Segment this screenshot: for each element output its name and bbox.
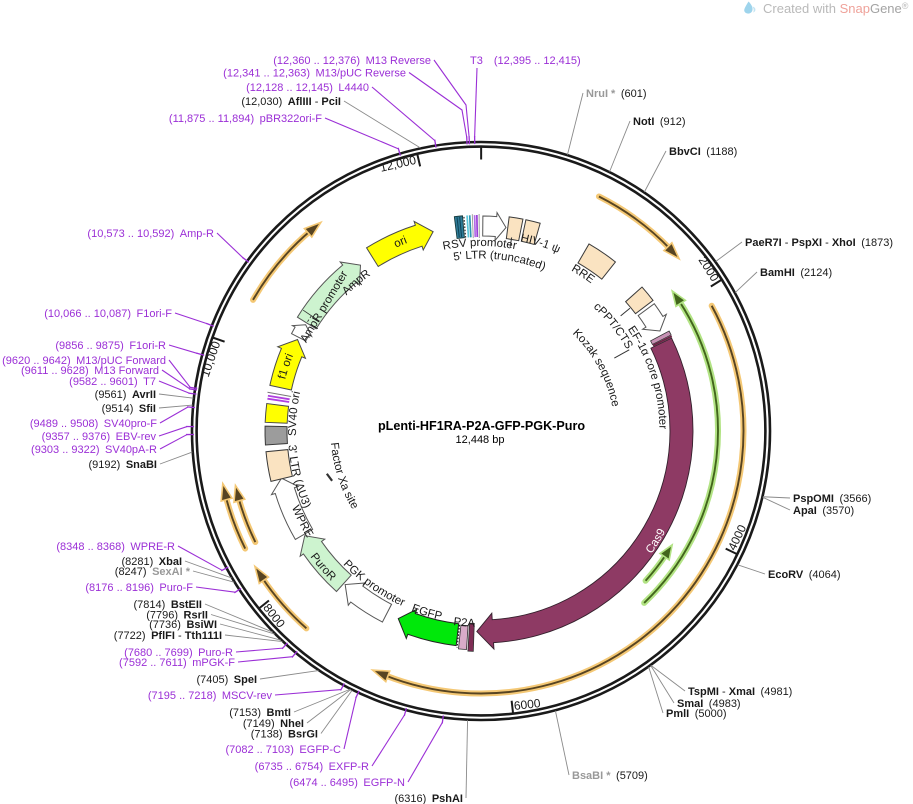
svg-text:(9561) AvrII: (9561) AvrII bbox=[95, 389, 156, 401]
svg-text:(6474 .. 6495) EGFP-N: (6474 .. 6495) EGFP-N bbox=[289, 777, 405, 789]
svg-text:(10,573 .. 10,592) Amp-R: (10,573 .. 10,592) Amp-R bbox=[87, 228, 214, 240]
svg-text:RSV promoter: RSV promoter bbox=[442, 237, 518, 253]
svg-text:(8247) SexAI *: (8247) SexAI * bbox=[115, 566, 191, 578]
svg-text:(9620 .. 9642) M13/pUC Forward: (9620 .. 9642) M13/pUC Forward bbox=[2, 355, 166, 367]
svg-text:(9489 .. 9508) SV40pro-F: (9489 .. 9508) SV40pro-F bbox=[30, 418, 157, 430]
svg-text:ori: ori bbox=[392, 234, 409, 250]
svg-text:SV40 ori: SV40 ori bbox=[287, 390, 303, 436]
svg-text:(8176 .. 8196) Puro-F: (8176 .. 8196) Puro-F bbox=[85, 582, 193, 594]
svg-text:(10,066 .. 10,087) F1ori-F: (10,066 .. 10,087) F1ori-F bbox=[44, 308, 172, 320]
svg-text:6000: 6000 bbox=[513, 696, 541, 713]
svg-text:T3 (12,395 .. 12,415): T3 (12,395 .. 12,415) bbox=[470, 55, 581, 67]
svg-text:(9611 .. 9628) M13 Forward: (9611 .. 9628) M13 Forward bbox=[21, 365, 159, 377]
svg-text:(7153) BmtI: (7153) BmtI bbox=[229, 707, 291, 719]
svg-text:cPPT/CTS: cPPT/CTS bbox=[591, 301, 635, 352]
svg-text:(12,341 .. 12,363) M13/pUC Rev: (12,341 .. 12,363) M13/pUC Reverse bbox=[223, 68, 406, 80]
svg-text:(7195 .. 7218) MSCV-rev: (7195 .. 7218) MSCV-rev bbox=[148, 690, 273, 702]
svg-text:Kozak sequence: Kozak sequence bbox=[570, 327, 621, 408]
svg-text:(11,875 .. 11,894) pBR322ori-F: (11,875 .. 11,894) pBR322ori-F bbox=[169, 113, 322, 125]
svg-text:(8281) XbaI: (8281) XbaI bbox=[121, 556, 182, 568]
svg-text:(9192) SnaBI: (9192) SnaBI bbox=[89, 459, 157, 471]
svg-text:12,448 bp: 12,448 bp bbox=[456, 434, 505, 446]
svg-text:(9357 .. 9376) EBV-rev: (9357 .. 9376) EBV-rev bbox=[42, 431, 157, 443]
svg-text:pLenti-HF1RA-P2A-GFP-PGK-Puro: pLenti-HF1RA-P2A-GFP-PGK-Puro bbox=[378, 419, 585, 433]
svg-text:(9582 .. 9601) T7: (9582 .. 9601) T7 bbox=[69, 376, 156, 388]
svg-text:(7082 .. 7103) EGFP-C: (7082 .. 7103) EGFP-C bbox=[225, 744, 341, 756]
svg-text:(12,128 .. 12,145) L4440: (12,128 .. 12,145) L4440 bbox=[246, 82, 369, 94]
svg-text:(7405) SpeI: (7405) SpeI bbox=[196, 674, 257, 686]
svg-text:(7796) RsrII: (7796) RsrII bbox=[146, 610, 208, 622]
svg-text:(6316) PshAI: (6316) PshAI bbox=[395, 793, 463, 804]
svg-text:(7722) PflFI - Tth111I: (7722) PflFI - Tth111I bbox=[114, 630, 222, 642]
svg-text:PmlI (5000): PmlI (5000) bbox=[666, 708, 727, 720]
svg-text:PspOMI (3566): PspOMI (3566) bbox=[793, 493, 871, 505]
svg-text:HIV-1 ψ: HIV-1 ψ bbox=[520, 232, 562, 256]
svg-text:NruI * (601): NruI * (601) bbox=[586, 88, 647, 100]
svg-text:TspMI - XmaI (4981): TspMI - XmaI (4981) bbox=[688, 686, 792, 698]
svg-text:(7814) BstEII: (7814) BstEII bbox=[134, 599, 202, 611]
svg-text:Factor Xa site: Factor Xa site bbox=[328, 442, 361, 511]
svg-text:5' LTR (truncated): 5' LTR (truncated) bbox=[453, 249, 548, 273]
svg-text:(12,030) AflIII - PciI: (12,030) AflIII - PciI bbox=[241, 96, 341, 108]
svg-text:P2A: P2A bbox=[453, 616, 476, 630]
svg-text:12,000: 12,000 bbox=[379, 153, 418, 175]
svg-text:PaeR7I - PspXI - XhoI (1873): PaeR7I - PspXI - XhoI (1873) bbox=[745, 237, 893, 249]
svg-text:BsaBI * (5709): BsaBI * (5709) bbox=[572, 770, 648, 782]
svg-text:BbvCI (1188): BbvCI (1188) bbox=[669, 146, 737, 158]
svg-text:(7138) BsrGI: (7138) BsrGI bbox=[251, 729, 318, 741]
svg-text:NotI (912): NotI (912) bbox=[633, 116, 686, 128]
svg-text:(9514) SfiI: (9514) SfiI bbox=[102, 403, 156, 415]
svg-text:(8348 .. 8368) WPRE-R: (8348 .. 8368) WPRE-R bbox=[56, 541, 175, 553]
svg-text:(7149) NheI: (7149) NheI bbox=[243, 718, 304, 730]
svg-text:BamHI (2124): BamHI (2124) bbox=[760, 267, 832, 279]
svg-text:(9856 .. 9875) F1ori-R: (9856 .. 9875) F1ori-R bbox=[55, 340, 166, 352]
svg-text:Created with SnapGene®: Created with SnapGene® bbox=[763, 1, 909, 16]
svg-text:(7736) BsiWI: (7736) BsiWI bbox=[149, 619, 217, 631]
svg-text:(6735 .. 6754) EXFP-R: (6735 .. 6754) EXFP-R bbox=[255, 761, 369, 773]
svg-text:(12,360 .. 12,376) M13 Reverse: (12,360 .. 12,376) M13 Reverse bbox=[273, 55, 431, 67]
svg-text:(7592 .. 7611) mPGK-F: (7592 .. 7611) mPGK-F bbox=[119, 657, 235, 669]
svg-text:2000: 2000 bbox=[696, 254, 722, 284]
svg-text:(9303 .. 9322) SV40pA-R: (9303 .. 9322) SV40pA-R bbox=[31, 444, 157, 456]
svg-text:ApaI (3570): ApaI (3570) bbox=[793, 505, 854, 517]
svg-text:EcoRV (4064): EcoRV (4064) bbox=[768, 569, 841, 581]
svg-text:(7680 .. 7699) Puro-R: (7680 .. 7699) Puro-R bbox=[124, 647, 233, 659]
svg-text:SmaI (4983): SmaI (4983) bbox=[677, 698, 741, 710]
